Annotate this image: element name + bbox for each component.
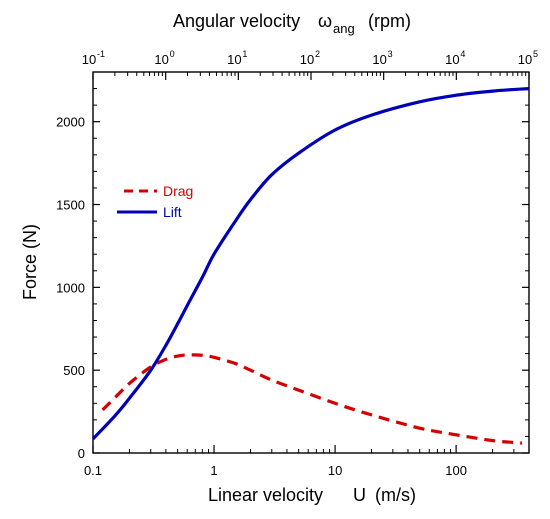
y-axis-title-text: Force (N) bbox=[20, 224, 40, 300]
top-tick-exponent: 4 bbox=[460, 49, 465, 59]
top-tick-label: 10 bbox=[300, 52, 314, 67]
top-tick-exponent: 1 bbox=[242, 49, 247, 59]
top-axis-title-text: Angular velocity bbox=[173, 11, 300, 31]
y-tick-label: 1500 bbox=[56, 198, 85, 213]
top-axis-title-unit: (rpm) bbox=[368, 11, 411, 31]
top-tick-label: 10 bbox=[227, 52, 241, 67]
x-axis-title-unit: (m/s) bbox=[375, 485, 416, 505]
top-axis-title-subscript: ang bbox=[333, 21, 355, 36]
top-tick-label: 10 bbox=[372, 52, 386, 67]
plot-frame bbox=[92, 71, 530, 454]
top-tick-labels: 10 -1 10 0 10 1 10 2 10 3 10 4 10 5 bbox=[82, 49, 538, 80]
series-layer bbox=[91, 87, 530, 445]
y-tick-label: 1000 bbox=[56, 280, 85, 295]
top-axis-title-symbol: ω bbox=[318, 11, 332, 31]
y-tick-label: 2000 bbox=[56, 115, 85, 130]
top-tick-exponent: 0 bbox=[170, 49, 175, 59]
top-axis-title: Angular velocity ω ang (rpm) bbox=[173, 11, 411, 36]
y-tick-label: 500 bbox=[63, 363, 85, 378]
top-tick-exponent: 3 bbox=[388, 49, 393, 59]
x-axis-title: Linear velocity U (m/s) bbox=[208, 485, 416, 505]
y-axis-title: Force (N) bbox=[20, 224, 40, 300]
top-tick-label: 10 bbox=[154, 52, 168, 67]
x-tick-label: 0.1 bbox=[84, 463, 102, 478]
x-axis-ticks: 0.1 1 10 100 bbox=[84, 445, 467, 478]
top-tick-exponent: 5 bbox=[533, 49, 538, 59]
top-tick-label: 10 bbox=[82, 52, 96, 67]
legend-label-drag: Drag bbox=[163, 183, 193, 199]
legend-label-lift: Lift bbox=[163, 204, 182, 220]
x-tick-label: 10 bbox=[328, 463, 342, 478]
y-axis-ticks: 0 500 1000 1500 2000 bbox=[56, 88, 529, 461]
x-axis-title-text: Linear velocity bbox=[208, 485, 323, 505]
x-tick-label: 100 bbox=[445, 463, 467, 478]
minor-ticks bbox=[114, 72, 530, 453]
series-line-lift bbox=[91, 87, 530, 441]
top-tick-label: 10 bbox=[445, 52, 459, 67]
y-tick-label: 0 bbox=[78, 446, 85, 461]
top-tick-exponent: -1 bbox=[97, 49, 105, 59]
legend: Drag Lift bbox=[117, 183, 193, 220]
x-axis-title-symbol: U bbox=[353, 485, 366, 505]
top-tick-exponent: 2 bbox=[315, 49, 320, 59]
top-tick-label: 10 bbox=[518, 52, 532, 67]
x-tick-label: 1 bbox=[210, 463, 217, 478]
series-line-drag bbox=[101, 353, 523, 445]
